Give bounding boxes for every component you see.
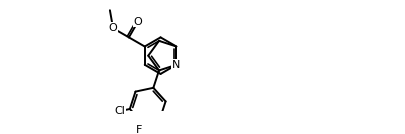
Text: F: F: [136, 125, 143, 134]
Text: O: O: [134, 17, 143, 27]
Text: O: O: [109, 23, 117, 33]
Text: Cl: Cl: [115, 106, 126, 116]
Text: N: N: [172, 60, 181, 70]
